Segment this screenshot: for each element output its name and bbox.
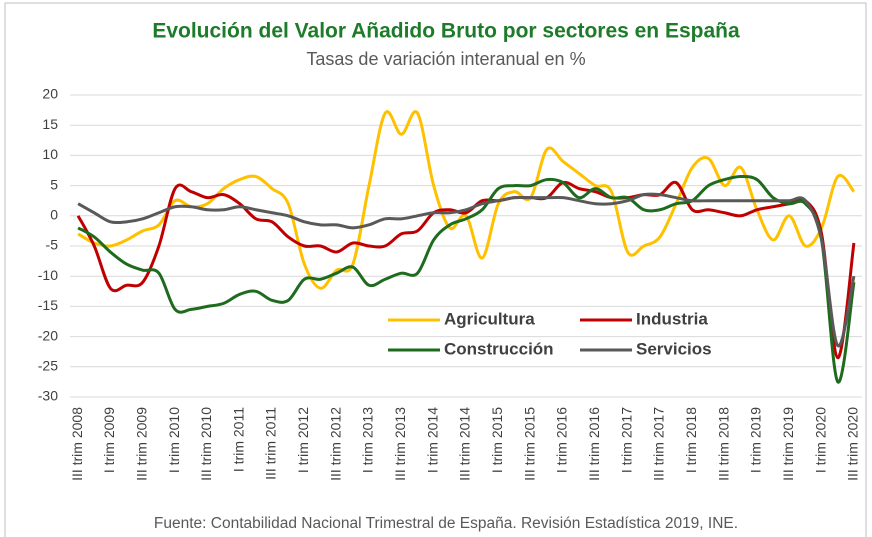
x-tick-label: I trim 2013 [360, 407, 376, 473]
x-tick-label: I trim 2014 [424, 407, 440, 473]
x-tick-label: III trim 2013 [392, 407, 408, 481]
y-tick-label: 5 [50, 176, 58, 192]
y-tick-label: -20 [38, 327, 58, 343]
chart-subtitle: Tasas de variación interanual en % [306, 49, 585, 69]
y-tick-label: 0 [50, 207, 58, 223]
x-tick-label: III trim 2012 [327, 407, 343, 481]
y-tick-label: 15 [42, 116, 58, 132]
x-tick-label: I trim 2018 [683, 407, 699, 473]
x-tick-label: I trim 2020 [812, 407, 828, 473]
chart-title: Evolución del Valor Añadido Bruto por se… [152, 20, 740, 43]
x-tick-label: III trim 2011 [263, 407, 279, 480]
x-tick-label: I trim 2010 [166, 407, 182, 473]
x-tick-label: I trim 2017 [618, 407, 634, 473]
x-tick-label: III trim 2020 [845, 407, 861, 481]
series-line [77, 110, 856, 290]
chart-frame [4, 2, 867, 537]
x-tick-label: III trim 2017 [651, 407, 667, 481]
legend-label: Construcción [444, 339, 554, 358]
x-tick-label: I trim 2012 [295, 407, 311, 473]
x-tick-label: I trim 2015 [489, 407, 505, 473]
series-line [77, 192, 856, 348]
x-tick-label: III trim 2009 [133, 407, 149, 481]
y-tick-label: -30 [38, 388, 58, 404]
legend-label: Agricultura [444, 309, 535, 328]
y-tick-label: -25 [38, 358, 58, 374]
x-tick-label: III trim 2014 [457, 407, 473, 481]
y-tick-label: -15 [38, 297, 58, 313]
legend-label: Servicios [636, 339, 712, 358]
y-tick-label: -5 [46, 237, 59, 253]
source-note: Fuente: Contabilidad Nacional Trimestral… [154, 515, 738, 532]
x-tick-label: I trim 2016 [554, 407, 570, 473]
x-tick-label: III trim 2018 [715, 407, 731, 481]
x-tick-label: III trim 2016 [586, 407, 602, 481]
x-tick-label: I trim 2019 [748, 407, 764, 473]
x-tick-label: I trim 2009 [101, 407, 117, 473]
x-tick-label: III trim 2019 [780, 407, 796, 481]
y-tick-label: -10 [38, 267, 58, 283]
y-tick-label: 20 [42, 86, 58, 102]
x-tick-label: I trim 2011 [230, 407, 246, 472]
legend-label: Industria [636, 309, 708, 328]
x-tick-label: III trim 2015 [521, 407, 537, 481]
x-tick-label: III trim 2010 [198, 407, 214, 481]
x-tick-label: III trim 2008 [69, 407, 85, 481]
y-tick-label: 10 [42, 146, 58, 162]
series-line [77, 175, 856, 384]
